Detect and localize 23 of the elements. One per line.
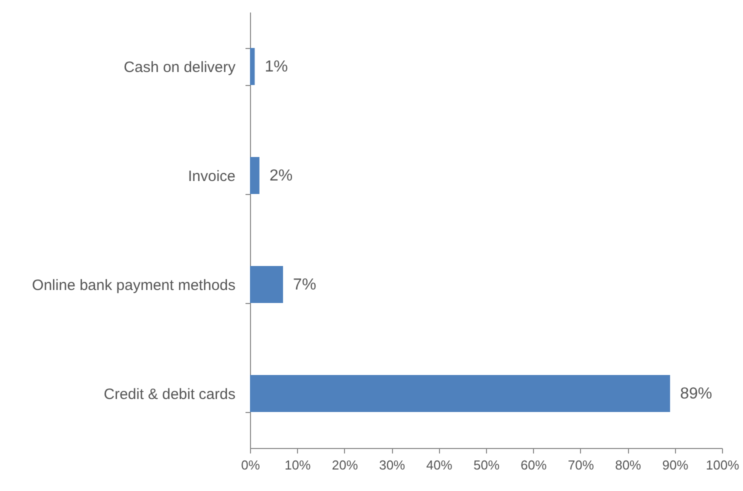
x-tick-label: 50% <box>473 458 500 472</box>
bar <box>250 266 284 304</box>
data-label: 7% <box>293 276 316 294</box>
data-label: 2% <box>269 168 293 184</box>
x-tick-label: 30% <box>379 458 406 472</box>
x-tick-label: 10% <box>284 458 312 472</box>
x-tick-label: 90% <box>662 458 689 472</box>
y-tick-label: Cash on delivery <box>124 59 236 76</box>
bar <box>250 48 255 86</box>
y-tick-label: Invoice <box>188 168 236 185</box>
x-tick-label: 40% <box>426 458 453 472</box>
x-tick-label: 70% <box>568 458 594 472</box>
x-tick-label: 20% <box>332 458 358 472</box>
x-tick-label: 100% <box>706 458 740 472</box>
x-tick-label: 60% <box>520 458 548 472</box>
data-label: 1% <box>264 58 288 76</box>
bar <box>250 156 260 194</box>
x-tick-label: 80% <box>615 458 642 472</box>
bar <box>250 374 670 412</box>
y-tick-label: Credit & debit cards <box>104 386 236 403</box>
y-tick-label: Online bank payment methods <box>32 277 236 294</box>
x-tick-label: 0% <box>241 458 260 472</box>
data-label: 89% <box>680 386 712 402</box>
